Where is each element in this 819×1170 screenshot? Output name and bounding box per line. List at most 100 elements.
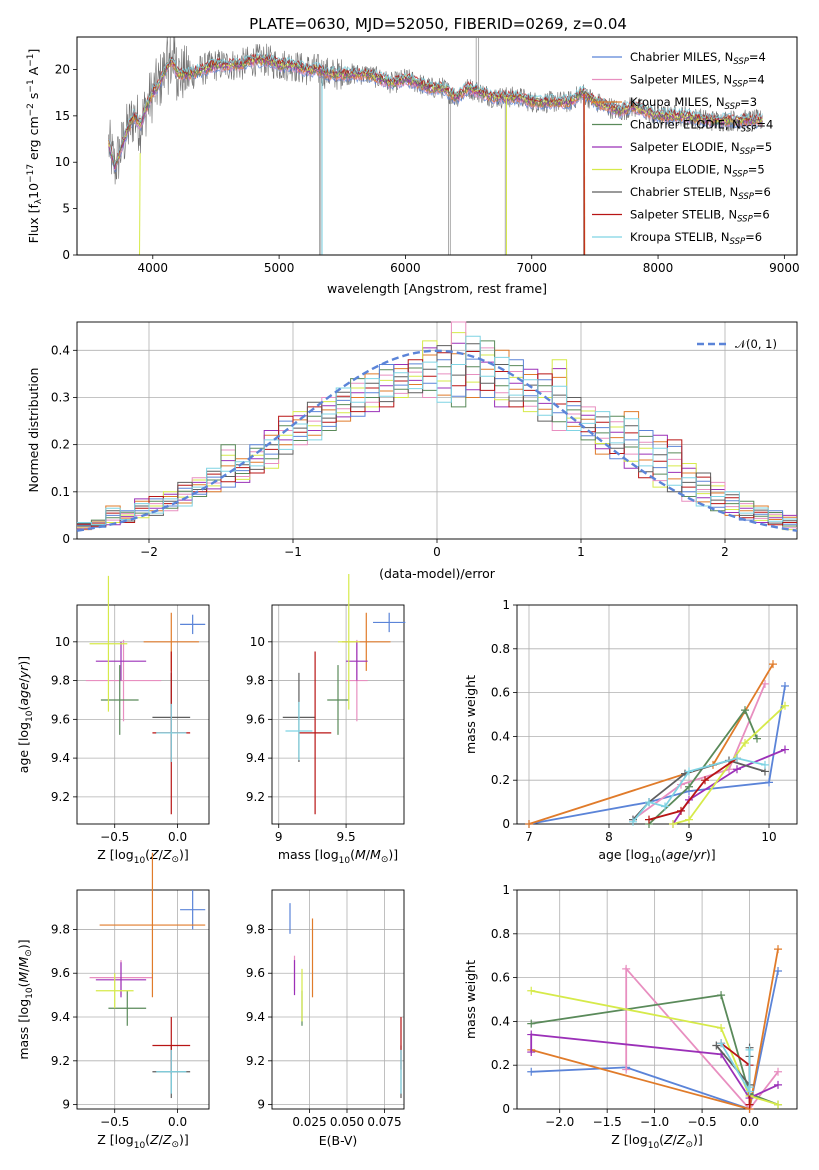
y-tick-label: 9.2: [51, 790, 70, 804]
y-tick-label: 0.4: [51, 343, 70, 357]
x-tick-label: −1.0: [640, 1115, 669, 1129]
model-line-chabrier-elodie: [108, 56, 763, 169]
errorbar-kroupa-miles: [99, 852, 206, 998]
panel-age_vs_mass: 9 9.5 9.2 9.4 9.6 9.8 10 mass [log10(M/M⊙)]: [246, 573, 406, 866]
plot-frame: [271, 604, 405, 825]
point-marker: [527, 1019, 536, 1028]
y-tick-label: 9.2: [246, 790, 265, 804]
legend-label-main: Chabrier STELIB, N: [630, 185, 738, 199]
point-marker: [733, 765, 741, 774]
point-marker: [712, 1041, 721, 1050]
legend-label-sub: SSP: [730, 237, 746, 247]
y-tick-label: 0: [502, 817, 510, 831]
point-marker: [717, 1039, 726, 1048]
point-marker: [527, 1048, 536, 1057]
x-tick-label: 0: [433, 545, 441, 559]
point-marker: [745, 1100, 754, 1109]
point-marker: [701, 776, 709, 785]
point-marker: [527, 986, 536, 995]
errorbar-chabrier-miles: [373, 612, 406, 633]
series-line: [648, 757, 738, 821]
y-tick-label: 9: [62, 1098, 70, 1112]
x-tick-label: 7: [525, 830, 533, 844]
errorbar-chabrier-miles: [180, 614, 206, 635]
series-line: [625, 966, 779, 1111]
y-tick-label: 0: [502, 1102, 510, 1116]
errorbar-salpeter-elodie: [346, 641, 368, 681]
point-marker: [774, 1100, 783, 1109]
series-line: [672, 705, 786, 825]
plot-frame: [516, 889, 798, 1110]
y-tick-label: 0.4: [491, 1014, 510, 1028]
legend-label-tail: =4: [748, 73, 765, 87]
y-tick-label: 9.8: [246, 674, 265, 688]
errorbar-chabrier-miles: [180, 890, 206, 930]
point-marker: [717, 1023, 726, 1032]
legend-label-sub: SSP: [732, 170, 748, 180]
point-marker: [622, 964, 631, 973]
model-drop-kroupa-elodie: [139, 152, 141, 256]
legend-label-tail: =5: [755, 140, 772, 154]
errorbar-kroupa-stelib: [156, 1049, 187, 1094]
x-tick-label: 8: [605, 830, 613, 844]
legend-label-main: Salpeter ELODIE, N: [630, 140, 740, 154]
y-tick-label: 9.4: [51, 1010, 70, 1024]
y-axis-label: mass weight: [463, 960, 478, 1039]
y-tick-label: 9.6: [246, 966, 265, 980]
legend-label-main: Kroupa STELIB, N: [630, 230, 730, 244]
point-marker: [622, 1065, 631, 1074]
point-marker: [781, 701, 789, 710]
legend-label-kroupa-miles: Kroupa MILES, NSSP=3: [630, 95, 757, 112]
y-tick-label: 9.8: [51, 674, 70, 688]
legend-label-chabrier-miles: Chabrier MILES, NSSP=4: [630, 50, 766, 67]
x-tick-label: 9000: [769, 261, 800, 275]
legend-label-sub: SSP: [741, 125, 757, 135]
y-tick-label: 15: [55, 109, 70, 123]
histogram-kroupa-stelib: [77, 335, 797, 526]
errorbar-chabrier-elodie: [100, 665, 139, 735]
x-tick-label: 1: [577, 545, 585, 559]
x-tick-label: 9: [275, 830, 283, 844]
y-tick-label: 1: [502, 598, 510, 612]
x-tick-label: 5000: [264, 261, 295, 275]
series-line: [720, 1042, 751, 1105]
y-tick-label: 9.8: [246, 922, 265, 936]
x-tick-label: 8000: [643, 261, 674, 275]
figure-title: PLATE=0630, MJD=52050, FIBERID=0269, z=0…: [249, 15, 627, 33]
x-tick-label: 0.050: [330, 1115, 364, 1129]
y-tick-label: 10: [55, 155, 70, 169]
legend-label-sub: SSP: [737, 215, 753, 225]
legend-label-sub: SSP: [732, 80, 748, 90]
plot-frame: [76, 604, 210, 825]
point-marker: [769, 660, 777, 669]
panel-mass_weight_vs_Z: −2.0 −1.5 −1.0 −0.5 0.0 0 0.2 0.4 0.6 0.8 1 Z [log1…: [463, 883, 798, 1151]
y-tick-label: 0.4: [491, 729, 510, 743]
point-marker: [661, 802, 669, 811]
legend-label-kroupa-elodie: Kroupa ELODIE, NSSP=5: [630, 163, 765, 180]
plot-frame: [76, 321, 798, 540]
y-tick-label: 9.4: [246, 751, 265, 765]
point-marker: [774, 1067, 783, 1076]
legend-label-tail: =6: [754, 185, 771, 199]
legend-label-sub: SSP: [740, 147, 756, 157]
errorbar-kroupa-elodie: [338, 573, 360, 710]
errorbar-chabrier-elodie: [108, 990, 147, 1026]
legend-label-chabrier-elodie: Chabrier ELODIE, NSSP=4: [630, 118, 773, 135]
y-tick-label: 0: [62, 248, 70, 262]
panel-mass_vs_ebv: 0.025 0.050 0.075 9 9.2 9.4 9.6 9.8 E(B-V): [246, 889, 405, 1148]
panel-age_vs_Z: −0.5 0.0 9.2 9.4 9.6 9.8 10 Z [log10(Z/Z⊙)] age …: [16, 575, 210, 866]
legend-label-tail: =5: [748, 163, 765, 177]
point-marker: [774, 1080, 783, 1089]
y-tick-label: 1: [502, 883, 510, 897]
y-axis-label: age [log10(age/yr)]: [16, 656, 35, 773]
x-axis-label: E(B-V): [319, 1133, 358, 1148]
x-tick-label: −1: [284, 545, 302, 559]
x-tick-label: 4000: [138, 261, 169, 275]
legend-label-main: Kroupa ELODIE, N: [630, 163, 732, 177]
plot-frame: [271, 889, 405, 1110]
series-line: [632, 757, 766, 823]
model-line-kroupa-stelib: [108, 51, 763, 166]
x-axis-label: (data-model)/error: [379, 566, 496, 581]
